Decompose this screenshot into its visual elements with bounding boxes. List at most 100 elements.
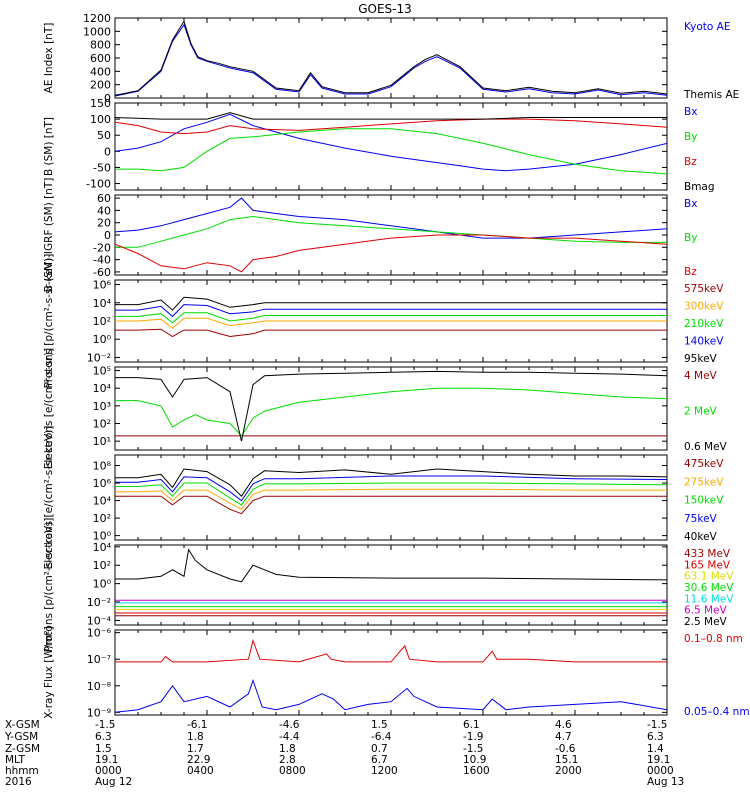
cell-value: 0.7 — [371, 743, 388, 755]
y-tick-label: 0 — [104, 229, 111, 242]
cell-value: 1.8 — [279, 743, 296, 755]
cell-value: 1.5 — [371, 719, 388, 731]
y-tick-label: 10² — [93, 559, 111, 572]
row-label: Y-GSM — [4, 731, 38, 743]
y-tick-label: 10² — [93, 512, 111, 525]
legend-label: 63.1 MeV — [684, 571, 734, 583]
y-axis-label: B (SM)-IGRF (SM) [nT] — [43, 178, 55, 293]
cell-value: -1.5 — [95, 719, 116, 731]
legend-label: 150keV — [684, 495, 724, 507]
legend-label: 300keV — [684, 301, 724, 313]
row-label: 2016 — [5, 776, 32, 788]
y-tick-label: 10³ — [93, 400, 111, 413]
y-tick-label: -40 — [93, 254, 111, 267]
series-line-150kev — [115, 482, 667, 506]
y-tick-label: -20 — [93, 241, 111, 254]
series-line-210kev — [115, 312, 667, 324]
y-tick-label: -100 — [86, 178, 111, 191]
y-tick-label: 10² — [93, 315, 111, 328]
legend-label: 0.1–0.8 nm — [684, 633, 743, 645]
row-label: MLT — [5, 754, 25, 766]
series-line-275kev — [115, 488, 667, 510]
legend-label: 0.05–0.4 nm — [684, 706, 750, 718]
legend-label: Bx — [684, 198, 697, 210]
cell-value: 4.6 — [555, 719, 572, 731]
cell-value: 1600 — [463, 765, 490, 777]
y-axis-label: Electrons [e/(cm²-s-sr-keV)] — [43, 426, 55, 570]
y-axis-label: AE Index [nT] — [43, 23, 55, 94]
series-line-75kev — [115, 475, 667, 502]
panel-frame — [114, 366, 668, 451]
legend-label: 2.5 MeV — [684, 616, 728, 628]
legend-label: Bz — [684, 266, 697, 278]
cell-value: -4.4 — [279, 731, 300, 743]
y-tick-label: 10⁶ — [93, 279, 112, 292]
plot-title: GOES-13 — [358, 2, 412, 16]
y-tick-label: 10⁵ — [93, 365, 111, 378]
legend-label: By — [684, 232, 697, 244]
cell-value: 22.9 — [187, 754, 210, 766]
y-tick-label: 10⁴ — [93, 541, 112, 554]
y-tick-label: 1000 — [83, 25, 111, 38]
cell-value: Aug 12 — [95, 776, 132, 788]
series-line-kyoto-ae — [115, 23, 667, 97]
y-axis-label: Electrons [e/(cm²-s-sr)] — [43, 348, 55, 469]
legend-label: 4 MeV — [684, 370, 718, 382]
panel-frame — [114, 629, 668, 716]
cell-value: 6.7 — [371, 754, 388, 766]
cell-value: 19.1 — [647, 754, 670, 766]
cell-value: 0000 — [647, 765, 674, 777]
series-line-0-6-mev — [115, 370, 667, 442]
cell-value: -1.5 — [647, 719, 668, 731]
cell-value: 6.3 — [95, 731, 112, 743]
cell-value: 0400 — [187, 765, 214, 777]
y-tick-label: 40 — [97, 204, 111, 217]
y-tick-label: 10⁴ — [93, 297, 112, 310]
y-tick-label: 10⁻⁴ — [87, 614, 112, 627]
y-tick-label: 200 — [90, 79, 111, 92]
series-line-40kev — [115, 468, 667, 497]
y-tick-label: 800 — [90, 39, 111, 52]
series-line-0-05-0-4-nm — [115, 678, 667, 713]
cell-value: Aug 13 — [647, 776, 684, 788]
panel-xray: 10⁻⁹ 10⁻⁸ 10⁻⁷ 10⁻⁶ X-ray Flux [W/m²] 0.1–0.8… — [43, 626, 750, 719]
legend-label: 165 MeV — [684, 559, 731, 571]
series-line-300kev — [115, 317, 667, 329]
cell-value: -4.6 — [279, 719, 300, 731]
y-tick-label: 10⁻⁸ — [87, 680, 112, 693]
panel-protons_high: 10⁻⁴ 10⁻² 10⁰ 10² 10⁴ Protons [p/(cm²-s-sr-ke… — [43, 518, 734, 653]
cell-value: 6.1 — [463, 719, 480, 731]
series-line-475kev — [115, 495, 667, 515]
series-line-140kev — [115, 304, 667, 318]
panel-bsm: -100 -50 0 50 100 150 B (SM) [nT] Bx By Bz Bmag — [43, 97, 715, 193]
legend-label: Kyoto AE — [684, 21, 730, 33]
series-line-2-5-mev — [115, 548, 667, 583]
y-axis-label: X-ray Flux [W/m²] — [43, 626, 55, 718]
panel-frame — [114, 102, 668, 191]
series-line-themis-ae — [115, 20, 667, 96]
legend-label: 0.6 MeV — [684, 441, 728, 453]
y-tick-label: 10¹ — [93, 435, 111, 448]
cell-value: 1200 — [371, 765, 398, 777]
cell-value: -0.6 — [555, 743, 576, 755]
cell-value: 2.8 — [279, 754, 296, 766]
y-tick-label: 50 — [97, 129, 111, 142]
legend-label: 2 MeV — [684, 406, 718, 418]
legend-label: 30.6 MeV — [684, 582, 734, 594]
cell-value: 0000 — [95, 765, 122, 777]
y-tick-label: 10⁶ — [93, 477, 112, 490]
legend-label: Bz — [684, 156, 697, 168]
y-tick-label: 10² — [93, 418, 111, 431]
legend-label: 95keV — [684, 353, 718, 365]
y-tick-label: 10⁻⁷ — [87, 653, 111, 666]
panel-electrons_low: 10⁰ 10² 10⁴ 10⁶ 10⁸ Electrons [e/(cm²-s-sr-ke… — [43, 426, 724, 570]
y-tick-label: 150 — [90, 97, 111, 110]
row-label: X-GSM — [5, 719, 40, 731]
cell-value: 6.3 — [647, 731, 664, 743]
legend-label: 40keV — [684, 531, 718, 543]
y-tick-label: 20 — [97, 217, 111, 230]
series-line-bx — [115, 197, 667, 239]
